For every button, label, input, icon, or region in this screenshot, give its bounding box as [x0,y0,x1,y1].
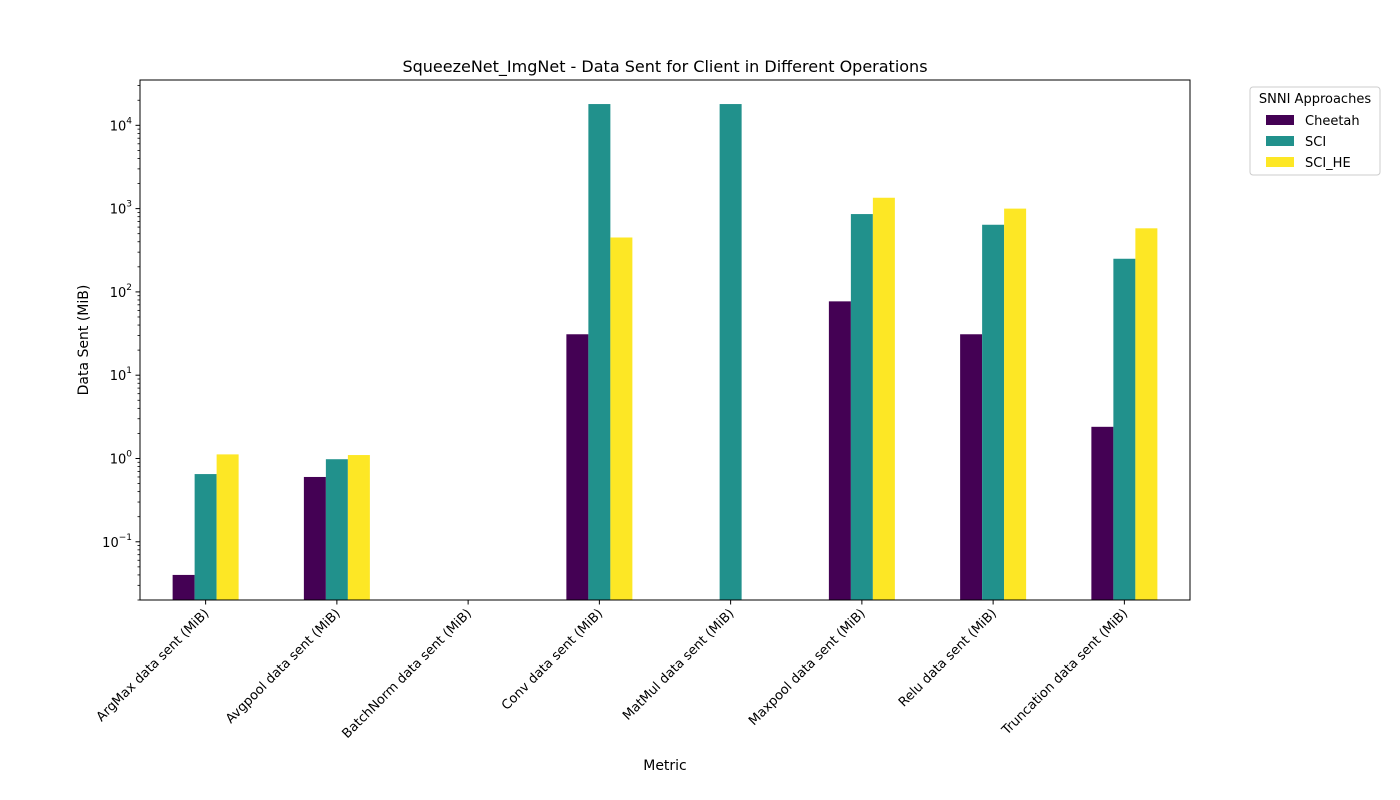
x-tick-label: Relu data sent (MiB) [896,606,1000,710]
x-tick-label: Truncation data sent (MiB) [999,606,1132,739]
bar-cheetah [566,334,589,600]
bar-sci [982,224,1005,600]
x-tick-label: Maxpool data sent (MiB) [746,606,869,729]
bar-cheetah [172,574,195,600]
x-tick-label: ArgMax data sent (MiB) [94,606,213,725]
bar-sci-he [872,197,895,601]
y-tick-label: 103 [110,200,132,218]
bar-sci [194,474,217,600]
x-tick-label: MatMul data sent (MiB) [620,606,737,723]
y-tick-label: 100 [110,449,133,467]
bar-sci [719,104,742,601]
y-tick-label: 104 [110,116,133,134]
legend-entry: SCI [1305,135,1326,150]
bars-layer [172,104,1158,601]
y-tick-label: 102 [110,283,132,301]
legend-swatch [1266,115,1294,125]
x-tick-label: Avgpool data sent (MiB) [223,606,344,727]
legend-entry: Cheetah [1305,114,1360,129]
legend: SNNI Approaches Cheetah SCI SCI_HE [1249,86,1381,176]
legend-items: Cheetah SCI SCI_HE [1266,114,1360,171]
y-tick-label: 10−1 [102,533,132,551]
legend-entry: SCI_HE [1305,156,1351,171]
bar-sci-he [1004,208,1027,600]
bar-sci [1113,258,1136,600]
y-axis-label: Data Sent (MiB) [76,285,92,396]
x-axis: ArgMax data sent (MiB) Avgpool data sent … [94,600,1131,742]
bar-sci [588,104,611,601]
legend-swatch [1266,136,1294,146]
x-axis-label: Metric [643,758,687,774]
bar-sci-he [610,237,633,600]
y-axis: 10−1 100 101 102 103 104 [102,85,140,601]
legend-swatch [1266,157,1294,167]
bar-sci [850,214,873,600]
bar-cheetah [1091,426,1114,600]
bar-cheetah [828,301,851,600]
legend-box [1249,86,1381,176]
chart-title: SqueezeNet_ImgNet - Data Sent for Client… [402,57,927,77]
bar-cheetah [303,476,326,600]
legend-title: SNNI Approaches [1259,92,1371,107]
bar-cheetah [960,334,983,600]
bar-sci [325,459,348,600]
plot-frame [139,79,1191,601]
bar-sci-he [1135,228,1158,601]
bar-sci-he [347,455,370,600]
y-tick-label: 101 [110,366,132,384]
bar-sci-he [216,454,239,600]
x-tick-label: Conv data sent (MiB) [499,606,606,713]
x-tick-label: BatchNorm data sent (MiB) [340,606,475,741]
